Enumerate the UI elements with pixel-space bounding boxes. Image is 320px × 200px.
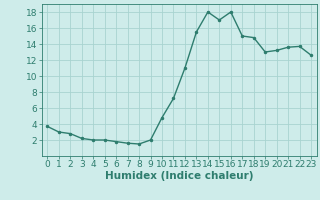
X-axis label: Humidex (Indice chaleur): Humidex (Indice chaleur) [105,171,253,181]
